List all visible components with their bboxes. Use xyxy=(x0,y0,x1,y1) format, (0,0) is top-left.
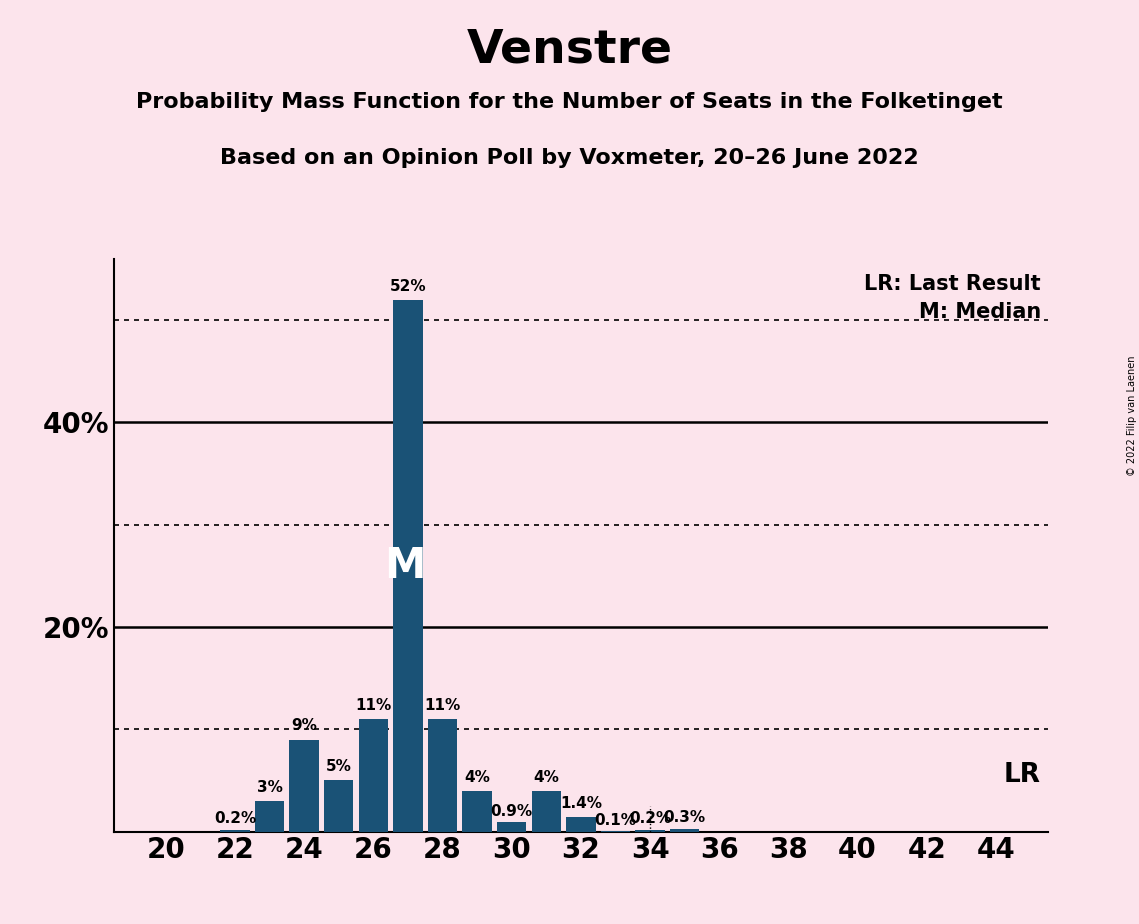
Text: 4%: 4% xyxy=(533,770,559,784)
Bar xyxy=(255,801,285,832)
Text: LR: Last Result: LR: Last Result xyxy=(865,274,1041,294)
Text: © 2022 Filip van Laenen: © 2022 Filip van Laenen xyxy=(1126,356,1137,476)
Text: Probability Mass Function for the Number of Seats in the Folketinget: Probability Mass Function for the Number… xyxy=(137,92,1002,113)
Text: 11%: 11% xyxy=(355,698,392,713)
Text: Based on an Opinion Poll by Voxmeter, 20–26 June 2022: Based on an Opinion Poll by Voxmeter, 20… xyxy=(220,148,919,168)
Text: 1.4%: 1.4% xyxy=(560,796,601,811)
Text: 5%: 5% xyxy=(326,760,352,774)
Bar xyxy=(532,791,562,832)
Bar xyxy=(325,781,353,832)
Bar xyxy=(497,822,526,832)
Bar xyxy=(636,830,665,832)
Bar xyxy=(359,719,388,832)
Text: M: Median: M: Median xyxy=(919,302,1041,322)
Bar xyxy=(220,830,249,832)
Text: 4%: 4% xyxy=(465,770,490,784)
Text: 0.2%: 0.2% xyxy=(629,811,671,826)
Text: 11%: 11% xyxy=(425,698,460,713)
Text: 0.1%: 0.1% xyxy=(595,812,637,828)
Bar xyxy=(393,299,423,832)
Bar xyxy=(600,831,630,832)
Text: 9%: 9% xyxy=(292,718,317,734)
Bar xyxy=(566,818,596,832)
Text: 52%: 52% xyxy=(390,278,426,294)
Text: 3%: 3% xyxy=(256,780,282,795)
Text: Venstre: Venstre xyxy=(467,28,672,73)
Bar xyxy=(289,739,319,832)
Text: 0.3%: 0.3% xyxy=(664,810,706,825)
Bar xyxy=(670,829,699,832)
Text: LR: LR xyxy=(1003,762,1041,788)
Bar xyxy=(428,719,457,832)
Text: M: M xyxy=(384,544,425,587)
Text: 0.9%: 0.9% xyxy=(491,804,533,820)
Text: 0.2%: 0.2% xyxy=(214,811,256,826)
Bar xyxy=(462,791,492,832)
